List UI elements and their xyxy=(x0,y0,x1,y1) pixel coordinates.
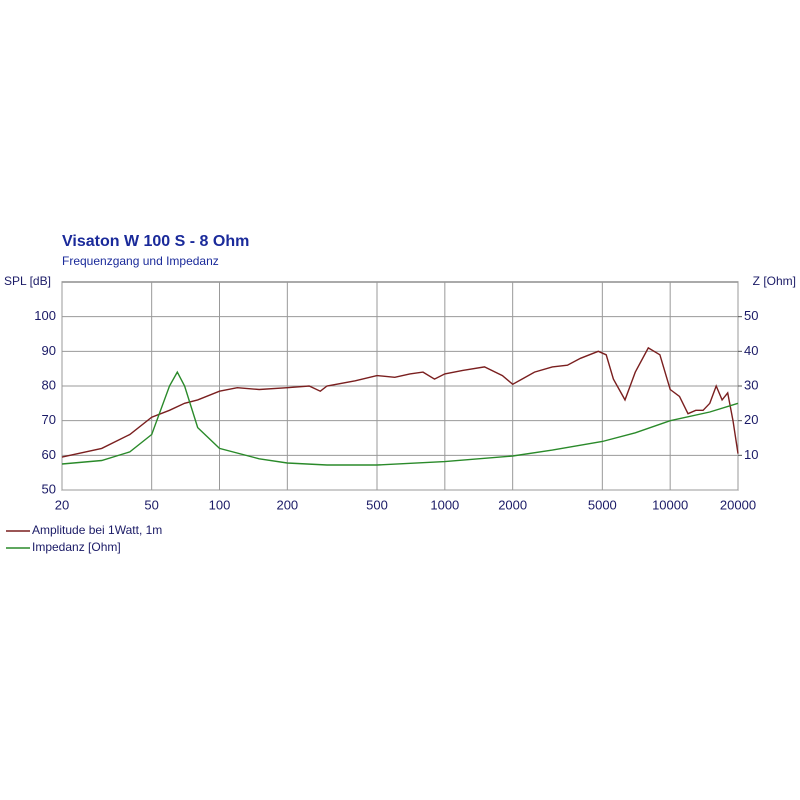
x-tick-label: 2000 xyxy=(498,497,527,512)
chart-subtitle: Frequenzgang und Impedanz xyxy=(62,254,219,268)
y2-tick-label: 10 xyxy=(744,447,758,462)
y2-axis-label: Z [Ohm] xyxy=(753,274,796,288)
x-tick-label: 10000 xyxy=(652,497,688,512)
x-tick-label: 50 xyxy=(144,497,158,512)
data-line xyxy=(61,346,739,458)
x-tick-label: 20000 xyxy=(720,497,756,512)
x-tick-label: 500 xyxy=(366,497,388,512)
x-tick-label: 5000 xyxy=(588,497,617,512)
y2-tick-label: 30 xyxy=(744,377,758,392)
y-tick-label: 90 xyxy=(42,343,56,358)
y-tick-label: 60 xyxy=(42,447,56,462)
legend-label: Impedanz [Ohm] xyxy=(32,540,121,554)
x-tick-label: 1000 xyxy=(430,497,459,512)
legend-label: Amplitude bei 1Watt, 1m xyxy=(32,523,162,537)
chart-title: Visaton W 100 S - 8 Ohm xyxy=(62,233,249,250)
y2-tick-label: 40 xyxy=(744,343,758,358)
data-line xyxy=(61,370,739,466)
y-axis-label: SPL [dB] xyxy=(4,274,51,288)
y2-tick-label: 50 xyxy=(744,308,758,323)
x-tick-label: 20 xyxy=(55,497,69,512)
x-tick-label: 200 xyxy=(276,497,298,512)
y-tick-label: 50 xyxy=(42,481,56,496)
y-tick-label: 70 xyxy=(42,412,56,427)
x-tick-label: 100 xyxy=(209,497,231,512)
y2-tick-label: 20 xyxy=(744,412,758,427)
y-tick-label: 80 xyxy=(42,377,56,392)
y-tick-label: 100 xyxy=(34,308,56,323)
